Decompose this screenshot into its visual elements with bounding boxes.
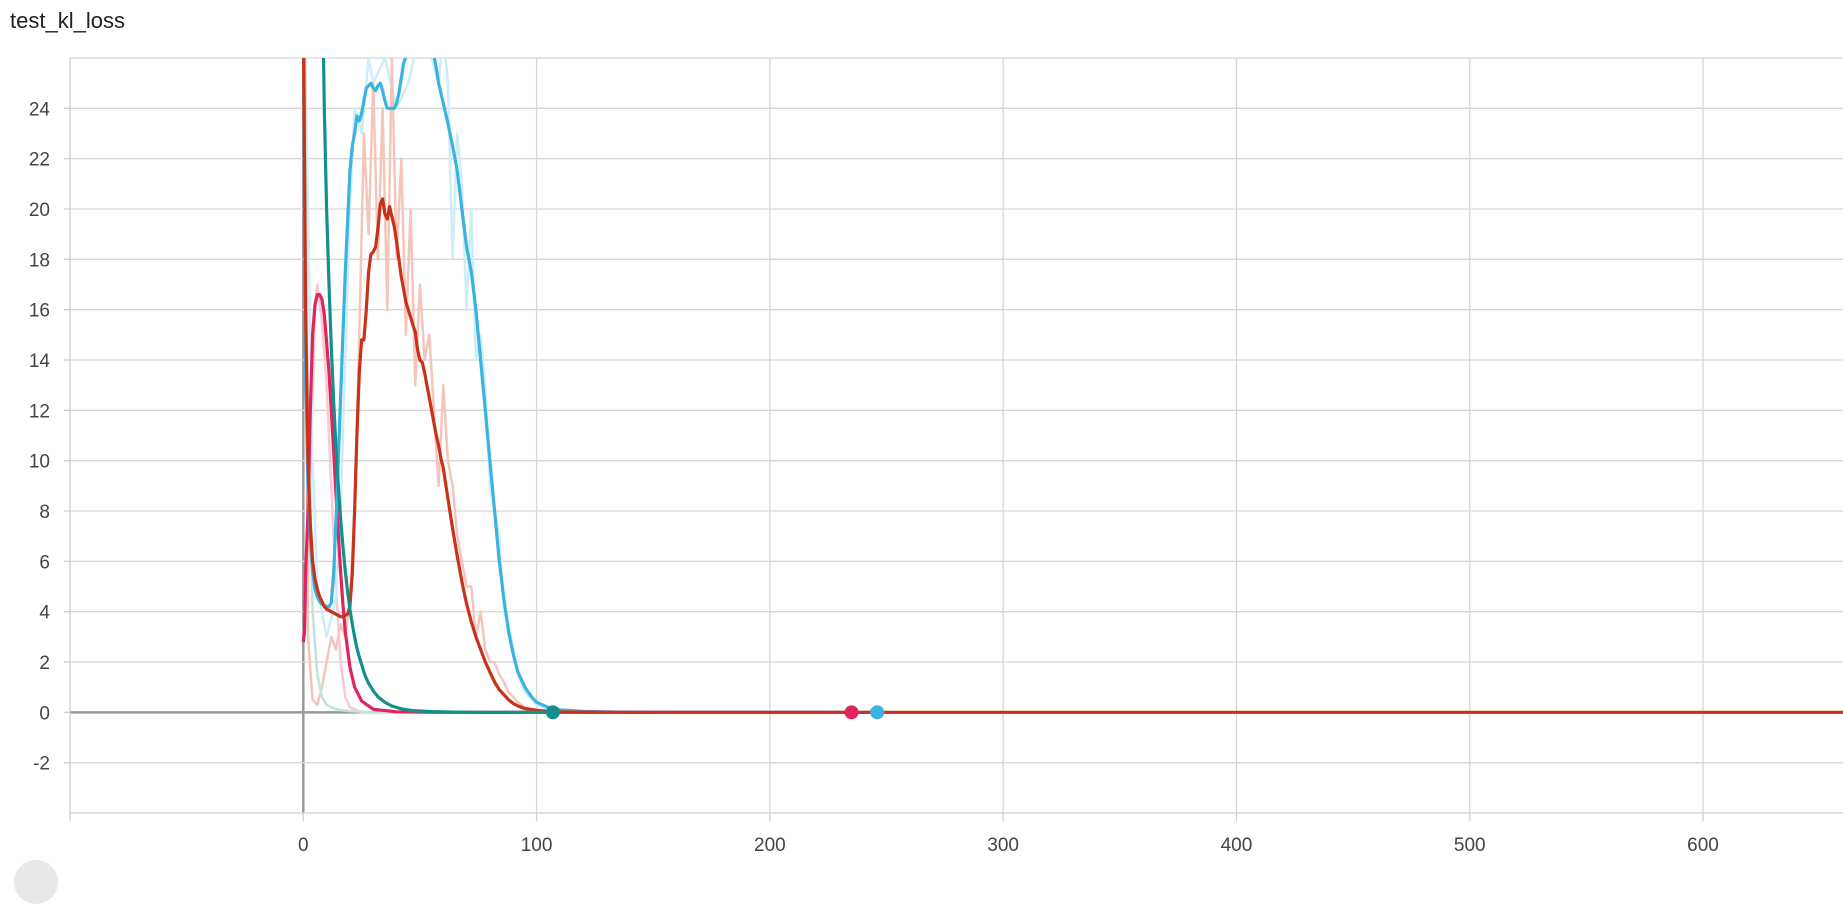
y-tick-label: 6 — [39, 552, 50, 573]
y-tick-label: 14 — [29, 351, 51, 372]
y-tick-label: 12 — [29, 401, 50, 422]
y-tick-label: 10 — [29, 452, 50, 473]
smoothed-series-line-0 — [301, 293, 852, 714]
series-end-marker-1 — [870, 705, 885, 720]
chart-title: test_kl_loss — [10, 8, 125, 33]
x-tick-label: 300 — [987, 835, 1019, 856]
y-tick-label: 22 — [29, 150, 50, 171]
x-tick-label: 600 — [1687, 835, 1719, 856]
y-tick-label: 20 — [29, 200, 50, 221]
line-chart[interactable]: 0 100 200 300 400 500 600-20246810121416182022… — [0, 0, 1843, 868]
series-group — [301, 58, 1843, 720]
y-tick-label: 8 — [39, 502, 50, 523]
smoothed-series-line-2 — [302, 58, 1843, 714]
smoothed-series-line-3 — [321, 58, 553, 714]
raw-series-line-0 — [302, 283, 374, 714]
y-tick-label: 16 — [29, 301, 50, 322]
x-tick-label: 0 — [298, 835, 309, 856]
y-tick-label: 24 — [29, 99, 51, 120]
x-tick-label: 400 — [1221, 835, 1253, 856]
raw-series-line-2 — [303, 58, 561, 714]
fit-domain-button[interactable] — [14, 860, 58, 904]
x-tick-label: 100 — [521, 835, 553, 856]
y-tick-label: 4 — [39, 603, 50, 624]
x-tick-label: 200 — [754, 835, 786, 856]
series-end-marker-0 — [844, 705, 859, 720]
y-tick-label: -2 — [33, 754, 50, 775]
smoothed-series-line-1 — [302, 58, 878, 714]
series-end-marker-3 — [545, 705, 560, 720]
y-tick-label: 18 — [29, 250, 50, 271]
y-tick-label: 2 — [39, 653, 50, 674]
y-tick-label: 0 — [39, 703, 50, 724]
x-tick-label: 500 — [1454, 835, 1486, 856]
